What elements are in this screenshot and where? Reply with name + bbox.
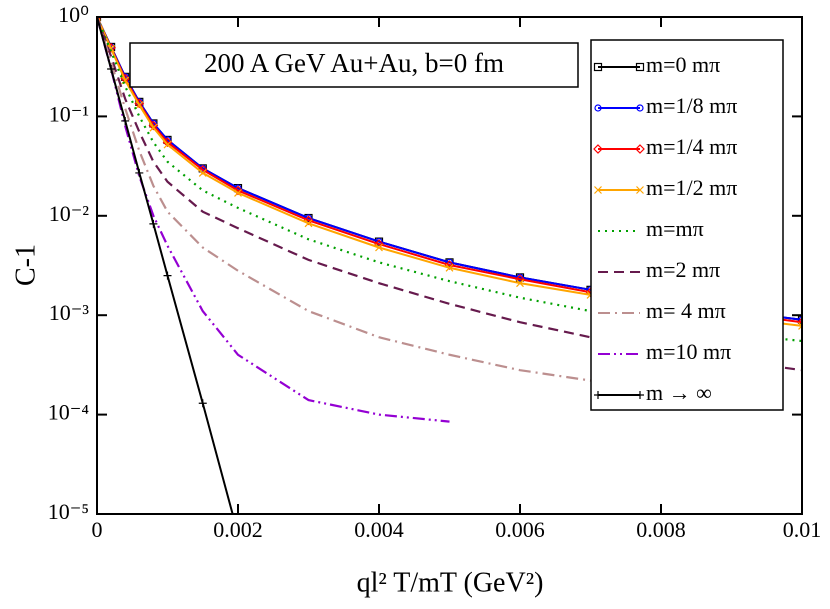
- series-line: [97, 17, 802, 372]
- marker: [444, 260, 455, 270]
- legend-marker: [636, 186, 644, 194]
- legend-marker: [635, 62, 645, 72]
- marker: [797, 317, 802, 328]
- legend-marker: [636, 104, 644, 112]
- x-axis-label: ql² T/mT (GeV²): [357, 567, 544, 598]
- marker: [163, 140, 172, 149]
- legend-marker: [594, 104, 602, 112]
- series-line: [97, 17, 234, 514]
- legend-label: m=1/4 mπ: [646, 134, 737, 159]
- series-line: [97, 17, 732, 393]
- x-tick-label: 0.008: [636, 517, 686, 542]
- y-axis-label: C-1: [10, 244, 41, 286]
- y-tick-label: 10⁻¹: [49, 101, 89, 126]
- y-tick-label: 10⁰: [58, 2, 89, 27]
- marker: [149, 219, 158, 228]
- marker: [445, 263, 454, 272]
- x-tick-label: 0.002: [213, 517, 263, 542]
- plot-frame: [96, 16, 803, 515]
- marker: [135, 101, 144, 109]
- legend-marker: [636, 391, 644, 399]
- legend-marker: [594, 391, 602, 399]
- marker: [304, 219, 313, 228]
- legend-marker: [593, 144, 603, 154]
- marker: [149, 123, 158, 132]
- marker: [107, 64, 116, 73]
- marker: [375, 243, 383, 252]
- marker: [97, 17, 101, 21]
- y-tick-label: 10⁻²: [49, 201, 90, 226]
- marker: [135, 168, 144, 177]
- legend-label: m=2 mπ: [646, 257, 720, 282]
- legend-label: m=10 mπ: [646, 339, 731, 364]
- marker: [798, 316, 802, 324]
- marker: [163, 271, 172, 280]
- annotation: 200 A GeV Au+Au, b=0 fm: [204, 48, 504, 78]
- y-tick-label: 10⁻³: [49, 300, 90, 325]
- legend-label: m= 4 mπ: [646, 298, 726, 323]
- x-tick-label: 0.004: [354, 517, 404, 542]
- y-tick-label: 10⁻⁴: [48, 400, 90, 425]
- legend-marker: [635, 144, 645, 154]
- marker: [198, 168, 207, 177]
- legend-label: m=1/8 mπ: [646, 93, 737, 118]
- x-tick-label: 0.01: [783, 517, 822, 542]
- legend-label: m=mπ: [646, 216, 704, 241]
- marker: [234, 188, 242, 197]
- series-line: [97, 17, 802, 343]
- legend-label: m=0 mπ: [646, 52, 720, 77]
- legend-box: [590, 39, 784, 411]
- marker: [121, 116, 130, 125]
- legend-label: m=1/2 mπ: [646, 175, 737, 200]
- x-tick-label: 0.006: [495, 517, 545, 542]
- marker: [198, 399, 207, 408]
- legend-label: m → ∞: [646, 380, 712, 405]
- annotation-box: [129, 42, 579, 88]
- marker: [798, 322, 802, 330]
- marker: [516, 279, 524, 288]
- legend-marker: [594, 186, 602, 194]
- marker: [233, 185, 243, 196]
- x-tick-label: 0: [92, 517, 103, 542]
- legend-marker: [593, 62, 603, 72]
- y-tick-label: 10⁻⁵: [48, 499, 89, 524]
